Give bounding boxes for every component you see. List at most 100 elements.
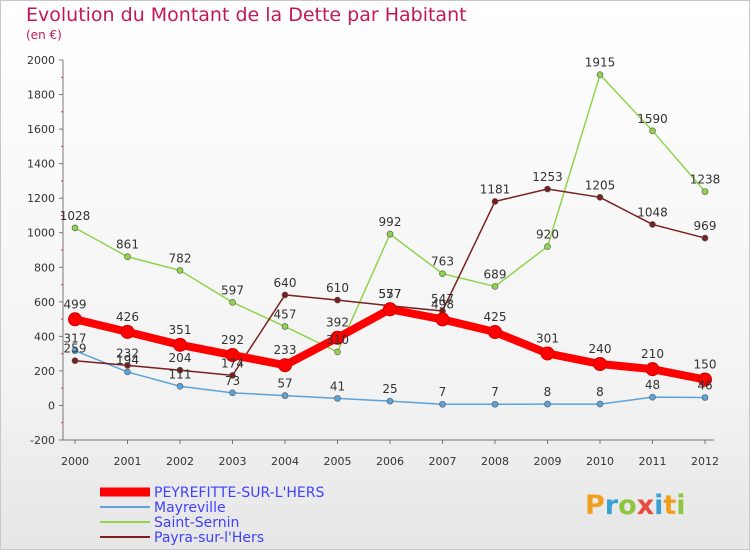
y-tick-label: 1400: [27, 158, 55, 171]
y-tick-label: 1000: [27, 227, 55, 240]
data-label: 351: [169, 323, 192, 337]
y-tick-label: 0: [48, 399, 55, 412]
data-label: 969: [694, 219, 717, 233]
data-label: 210: [641, 347, 664, 361]
x-tick-label: 2003: [219, 455, 247, 468]
data-label: 301: [536, 331, 559, 345]
data-label: 1048: [637, 205, 668, 219]
data-label: 640: [274, 276, 297, 290]
data-point: [68, 312, 82, 327]
data-point: [649, 221, 656, 228]
x-tick-label: 2011: [639, 455, 667, 468]
data-point: [435, 312, 450, 327]
legend-label: Payra-sur-l'Hers: [154, 530, 264, 546]
data-point: [334, 348, 341, 356]
data-label: 317: [64, 332, 87, 346]
data-label: 46: [697, 379, 712, 393]
data-label: 204: [169, 351, 192, 365]
x-tick-label: 2006: [376, 455, 404, 468]
y-tick-label: 1800: [27, 89, 55, 102]
data-point: [439, 270, 446, 277]
data-label: 73: [225, 374, 240, 388]
data-point: [124, 362, 131, 369]
data-label: 57: [277, 377, 292, 391]
data-point: [439, 400, 446, 408]
chart-subtitle: (en €): [26, 28, 62, 42]
data-label: 233: [274, 343, 297, 357]
data-point: [649, 127, 656, 135]
data-label: 25: [382, 382, 397, 396]
data-label: 547: [431, 292, 454, 306]
y-tick-label: 1600: [27, 123, 55, 136]
data-point: [596, 194, 604, 201]
data-label: 48: [645, 378, 660, 392]
x-tick-label: 2007: [429, 455, 457, 468]
data-point: [278, 358, 292, 373]
y-tick-label: 800: [34, 261, 55, 274]
data-label: 8: [544, 385, 552, 399]
x-tick-label: 2001: [114, 455, 142, 468]
data-point: [544, 400, 551, 408]
x-tick-label: 2002: [166, 455, 194, 468]
data-point: [383, 302, 397, 317]
data-point: [176, 267, 184, 274]
x-tick-label: 2009: [534, 455, 562, 468]
data-label: 194: [116, 353, 139, 367]
data-label: 8: [596, 385, 604, 399]
data-label: 1253: [532, 170, 563, 184]
data-label: 992: [379, 215, 402, 229]
data-label: 597: [221, 283, 244, 297]
data-point: [330, 330, 345, 345]
data-point: [491, 283, 499, 290]
data-label: 425: [484, 310, 507, 324]
data-point: [701, 394, 709, 401]
data-label: 259: [64, 342, 87, 356]
data-point: [173, 337, 187, 352]
data-point: [229, 389, 236, 397]
data-label: 240: [589, 342, 612, 356]
data-label: 920: [536, 228, 559, 242]
legend-label: Mayreville: [154, 500, 226, 516]
data-label: 861: [116, 238, 139, 252]
data-label: 7: [439, 385, 447, 399]
data-label: 111: [169, 367, 192, 381]
data-point: [649, 393, 656, 401]
data-point: [120, 324, 135, 339]
y-tick-label: -200: [30, 434, 55, 447]
data-point: [124, 368, 131, 376]
data-point: [540, 346, 555, 361]
data-point: [334, 395, 341, 402]
y-tick-label: 1200: [27, 192, 55, 205]
data-label: 498: [431, 297, 454, 311]
data-label: 577: [379, 287, 402, 301]
data-label: 7: [491, 385, 499, 399]
data-point: [596, 400, 604, 408]
y-tick-label: 2000: [27, 54, 55, 67]
x-tick-label: 2008: [481, 455, 509, 468]
data-point: [698, 372, 712, 387]
data-label: 689: [484, 267, 507, 281]
data-point: [593, 357, 607, 371]
data-label: 392: [326, 316, 349, 330]
data-point: [281, 392, 289, 399]
legend-label: PEYREFITTE-SUR-L'HERS: [154, 485, 324, 501]
data-label: 457: [274, 308, 297, 322]
data-label: 1028: [60, 209, 91, 223]
data-label: 150: [694, 358, 717, 372]
data-point: [225, 348, 240, 363]
y-tick-label: 400: [34, 330, 55, 343]
y-tick-label: 200: [34, 365, 55, 378]
x-tick-label: 2010: [586, 455, 614, 468]
x-tick-label: 2004: [271, 455, 299, 468]
data-label: 1590: [637, 112, 668, 126]
data-point: [124, 253, 131, 261]
data-point: [491, 400, 499, 408]
data-point: [544, 185, 551, 193]
data-point: [386, 230, 394, 238]
x-tick-label: 2000: [61, 455, 89, 468]
data-point: [491, 198, 499, 205]
data-point: [488, 325, 502, 340]
data-label: 763: [431, 255, 454, 269]
